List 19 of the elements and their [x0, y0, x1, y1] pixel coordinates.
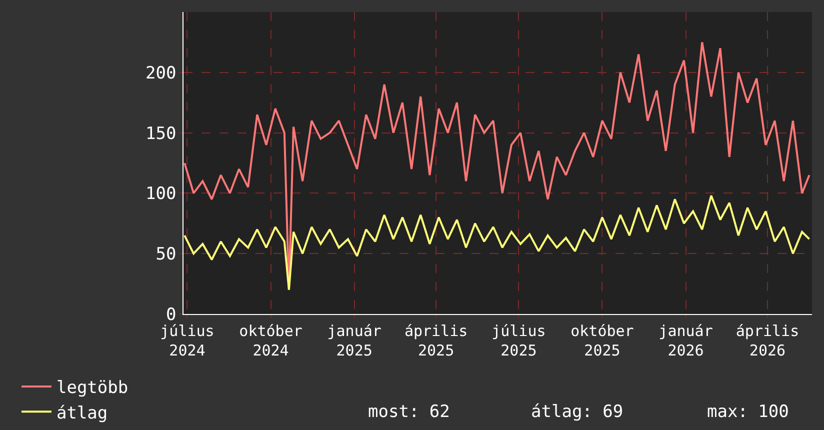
y-tick-label: 50 [156, 244, 176, 265]
y-tick-label: 200 [145, 63, 176, 84]
line-series [184, 194, 810, 291]
x-tick-label: július 2025 [492, 322, 546, 360]
x-tick-label: október 2024 [239, 322, 302, 360]
x-tick-label: április 2026 [736, 322, 800, 360]
legend-label: legtöbb [56, 378, 128, 398]
x-tick-label: január 2025 [327, 322, 382, 360]
x-tick-label: július 2024 [160, 322, 214, 360]
legend-label: átlag [56, 403, 108, 424]
x-tick-label: október 2025 [570, 322, 634, 360]
x-tick-label: április 2025 [404, 322, 468, 360]
x-tick-label: január 2026 [658, 322, 713, 360]
y-tick-label: 150 [145, 124, 176, 144]
text: max: 100 [707, 402, 789, 422]
text: most: 62 [368, 402, 450, 422]
y-tick-label: 100 [145, 184, 176, 204]
text: átlag: 69 [531, 402, 624, 422]
y-tick-label: 0 [166, 304, 176, 325]
